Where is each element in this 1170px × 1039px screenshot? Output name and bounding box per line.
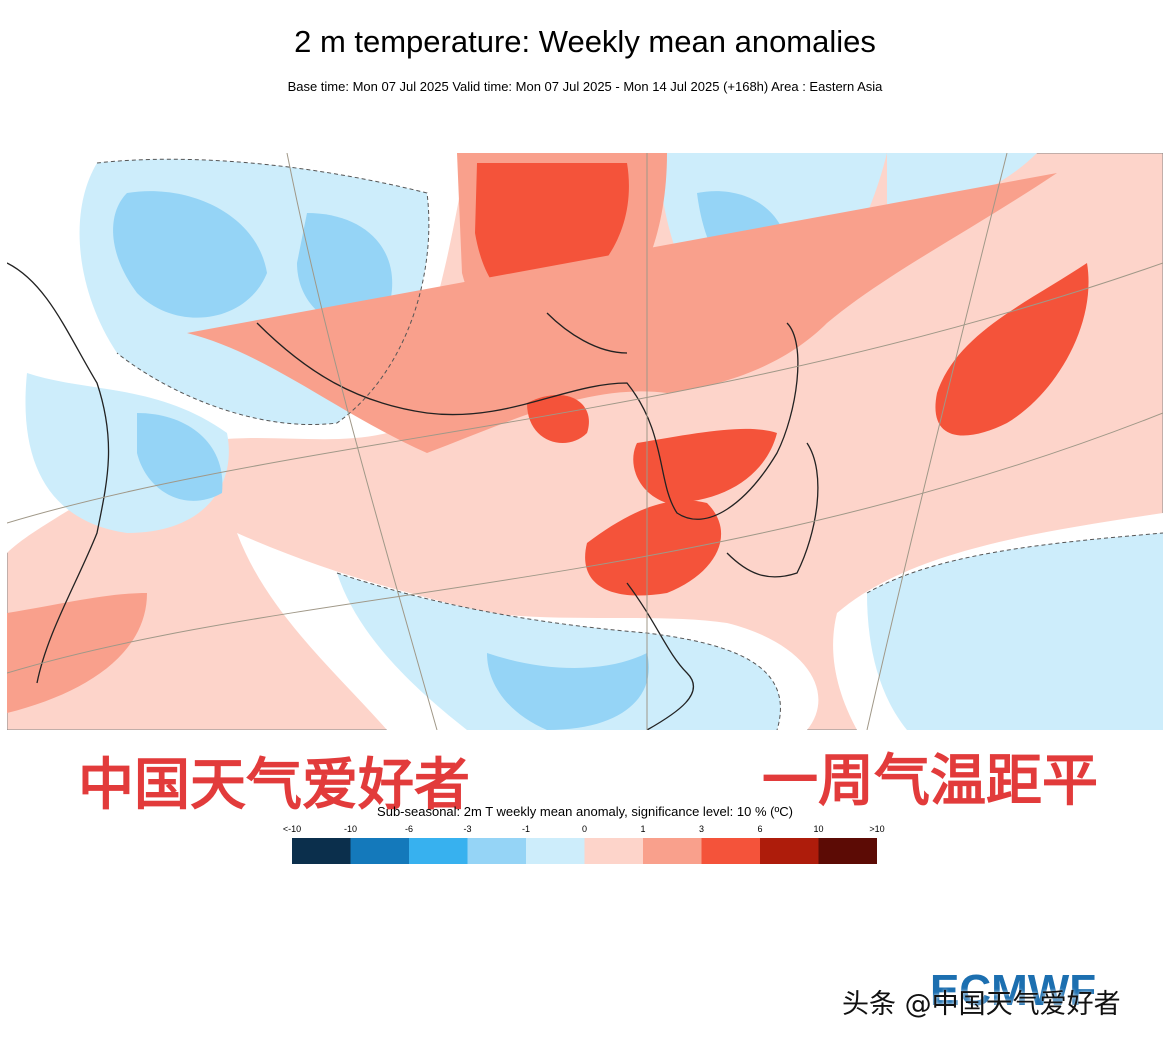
overlay-right: 一周气温距平 bbox=[762, 749, 1098, 814]
colorbar-box bbox=[643, 838, 702, 864]
colorbar-label: -1 bbox=[522, 824, 530, 834]
colorbar-box bbox=[701, 838, 760, 864]
colorbar-label: 6 bbox=[757, 824, 762, 834]
colorbar-box bbox=[467, 838, 526, 864]
colorbar: <-10 -10 -6 -3 -1 0 1 3 6 10 >10 bbox=[283, 824, 885, 864]
legend-title: Sub-seasonal: 2m T weekly mean anomaly, … bbox=[377, 804, 793, 819]
colorbar-label: 1 bbox=[640, 824, 645, 834]
logo: ECMWF bbox=[930, 966, 1097, 1015]
colorbar-box bbox=[584, 838, 643, 864]
colorbar-label: -3 bbox=[463, 824, 471, 834]
colorbar-box bbox=[350, 838, 409, 864]
colorbar-label: 3 bbox=[699, 824, 704, 834]
colorbar-box bbox=[526, 838, 585, 864]
colorbar-box bbox=[760, 838, 819, 864]
colorbar-label: <-10 bbox=[283, 824, 301, 834]
colorbar-box bbox=[292, 838, 351, 864]
colorbar-label: >10 bbox=[869, 824, 884, 834]
subtitle: Base time: Mon 07 Jul 2025 Valid time: M… bbox=[287, 79, 883, 94]
title: 2 m temperature: Weekly mean anomalies bbox=[294, 24, 876, 59]
map bbox=[7, 153, 1163, 730]
colorbar-box bbox=[818, 838, 877, 864]
colorbar-label: 0 bbox=[582, 824, 587, 834]
watermark: 头条 @中国天气爱好者 bbox=[842, 989, 1121, 1020]
colorbar-label: -6 bbox=[405, 824, 413, 834]
overlay-left: 中国天气爱好者 bbox=[78, 753, 470, 818]
colorbar-label: 10 bbox=[813, 824, 823, 834]
colorbar-label: -10 bbox=[344, 824, 357, 834]
colorbar-box bbox=[409, 838, 468, 864]
